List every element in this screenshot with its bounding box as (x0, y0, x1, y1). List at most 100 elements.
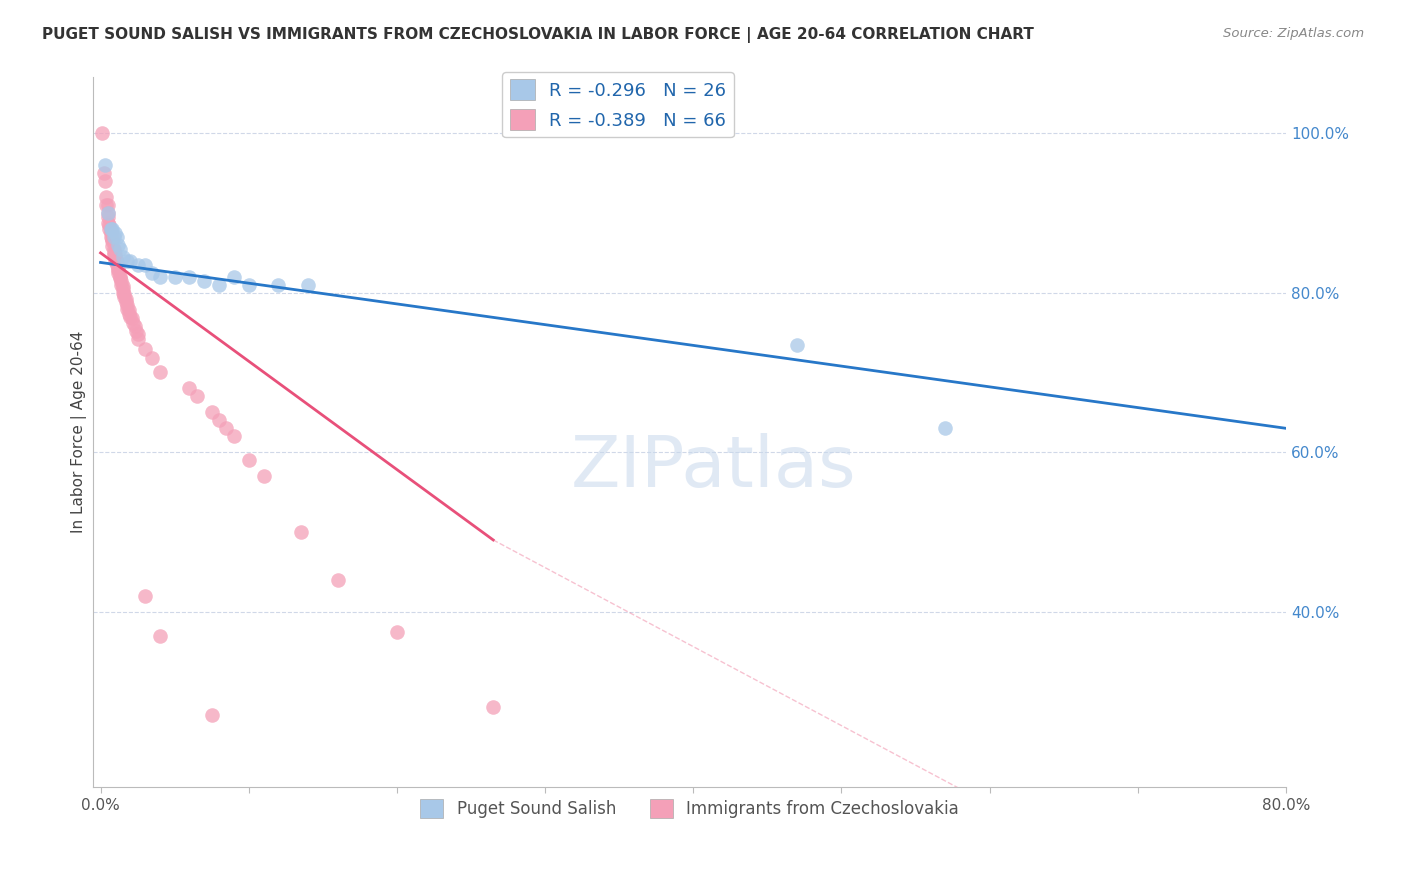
Point (97, 206, 120, 220)
Point (105, 253, 128, 268)
Point (107, 238, 129, 252)
Point (97, 216, 120, 230)
Point (208, 277, 231, 292)
Point (149, 366, 172, 380)
Point (107, 263, 129, 277)
Point (100, 223, 122, 237)
Point (238, 277, 260, 292)
Point (208, 413, 231, 427)
Point (105, 258, 128, 272)
Point (91, 126, 114, 140)
Point (108, 242, 131, 256)
Point (125, 324, 148, 338)
Point (98, 222, 121, 236)
Point (108, 269, 131, 284)
Point (104, 253, 127, 268)
Point (134, 258, 156, 272)
Point (101, 222, 124, 236)
Text: Source: ZipAtlas.com: Source: ZipAtlas.com (1223, 27, 1364, 40)
Point (290, 524, 312, 539)
Point (103, 247, 125, 261)
Point (101, 239, 124, 253)
Point (110, 277, 132, 292)
Point (111, 250, 134, 264)
Point (786, 337, 808, 351)
Point (252, 469, 274, 483)
Point (112, 290, 135, 304)
Point (111, 279, 134, 293)
Point (114, 292, 136, 306)
Point (103, 245, 125, 260)
Legend: Puget Sound Salish, Immigrants from Czechoslovakia: Puget Sound Salish, Immigrants from Czec… (413, 792, 966, 825)
Point (201, 405, 224, 419)
Point (107, 266, 129, 280)
Point (96, 190, 118, 204)
Point (482, 700, 505, 714)
Point (94, 174, 117, 188)
Point (104, 226, 127, 240)
Point (201, 708, 224, 723)
Point (934, 421, 956, 435)
Point (124, 319, 146, 334)
Point (94, 158, 117, 172)
Point (193, 274, 215, 288)
Point (115, 301, 138, 316)
Point (100, 226, 122, 240)
Point (93, 166, 115, 180)
Text: ZIPatlas: ZIPatlas (571, 434, 856, 502)
Point (186, 389, 208, 403)
Point (111, 282, 134, 296)
Point (115, 298, 138, 312)
Point (110, 274, 132, 288)
Point (127, 332, 149, 346)
Point (96, 198, 118, 212)
Point (103, 230, 125, 244)
Point (118, 307, 141, 321)
Point (108, 271, 131, 285)
Point (111, 285, 134, 300)
Point (149, 629, 172, 643)
Point (297, 277, 319, 292)
Point (267, 277, 290, 292)
Point (107, 261, 129, 276)
Point (115, 253, 138, 268)
Point (127, 258, 149, 272)
Point (101, 234, 124, 248)
Point (222, 269, 245, 284)
Text: PUGET SOUND SALISH VS IMMIGRANTS FROM CZECHOSLOVAKIA IN LABOR FORCE | AGE 20-64 : PUGET SOUND SALISH VS IMMIGRANTS FROM CZ… (42, 27, 1033, 43)
Point (120, 310, 142, 324)
Point (163, 269, 186, 284)
Point (215, 421, 238, 435)
Point (141, 351, 163, 366)
Point (105, 230, 128, 244)
Point (238, 453, 260, 467)
Point (122, 316, 145, 330)
Point (118, 303, 141, 318)
Point (385, 624, 408, 639)
Point (104, 247, 127, 261)
Point (222, 429, 245, 443)
Point (134, 342, 156, 356)
Point (100, 222, 122, 236)
Point (103, 242, 125, 256)
Point (105, 255, 128, 269)
Y-axis label: In Labor Force | Age 20-64: In Labor Force | Age 20-64 (72, 331, 87, 533)
Point (97, 198, 120, 212)
Point (97, 210, 120, 224)
Point (98, 218, 121, 232)
Point (97, 206, 120, 220)
Point (179, 381, 201, 395)
Point (112, 287, 135, 301)
Point (179, 269, 201, 284)
Point (101, 231, 124, 245)
Point (114, 295, 136, 310)
Point (149, 269, 172, 284)
Point (120, 253, 142, 268)
Point (326, 573, 349, 587)
Point (134, 589, 156, 603)
Point (100, 230, 122, 244)
Point (141, 266, 163, 280)
Point (104, 250, 127, 264)
Point (127, 327, 149, 342)
Point (121, 311, 143, 326)
